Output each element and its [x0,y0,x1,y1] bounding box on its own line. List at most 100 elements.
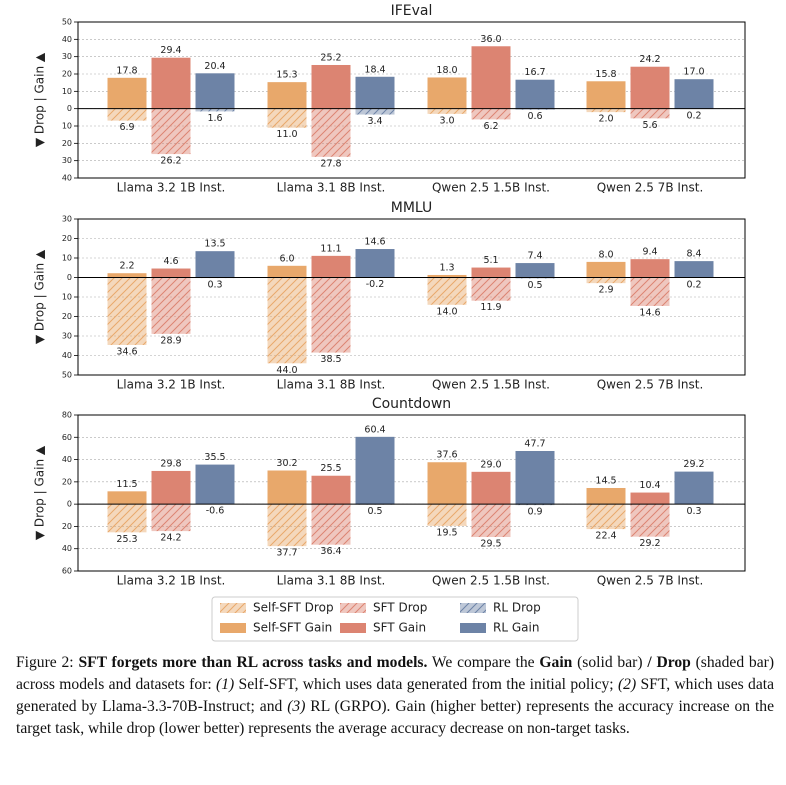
value-label: 7.4 [527,251,542,262]
y-axis-label: ▼ Drop | Gain ▲ [33,249,47,344]
value-label: 17.8 [116,65,137,76]
value-label: 29.2 [639,538,660,549]
legend-swatch [340,623,366,633]
y-tick-label: 0 [67,104,72,113]
value-label: 19.5 [436,527,457,538]
caption-run: SFT forgets more than RL across tasks an… [78,654,428,671]
value-label: 30.2 [276,458,297,469]
gain-bar [355,436,395,505]
value-label: -0.2 [366,279,385,290]
value-label: 24.2 [639,54,660,65]
value-label: 60.4 [364,424,385,435]
caption: Figure 2: SFT forgets more than RL acros… [16,652,774,740]
gain-bar [515,450,555,505]
drop-bar [630,277,670,306]
drop-bar [151,504,191,532]
y-tick-label: 80 [62,411,72,420]
drop-bar [195,108,235,112]
legend-label: SFT Drop [373,601,427,615]
value-label: 29.4 [160,45,181,56]
x-tick-label: Llama 3.1 8B Inst. [277,574,386,588]
y-tick-label: 10 [62,254,72,263]
caption-run: (solid bar) [572,654,648,671]
value-label: 0.6 [527,111,542,122]
caption-run: (2) [617,676,637,693]
caption-run: SFT, which uses data generated by Llama-… [16,676,774,715]
y-tick-label: 10 [62,293,72,302]
y-tick-label: 30 [62,332,72,341]
value-label: 34.6 [116,346,137,357]
x-tick-label: Qwen 2.5 7B Inst. [597,574,704,588]
value-label: 25.5 [320,463,341,474]
caption-run: Gain [539,654,573,671]
plot-frame [77,414,746,572]
y-tick-label: 50 [62,371,72,380]
value-label: 8.4 [686,249,701,260]
value-label: 0.2 [686,111,701,122]
gain-bar [586,261,626,278]
value-label: 11.5 [116,479,137,490]
gain-bar [195,73,235,109]
drop-bar [586,504,626,530]
y-tick-label: 40 [62,544,72,553]
value-label: 18.0 [436,65,457,76]
value-label: 2.2 [119,261,134,272]
y-tick-label: 60 [62,567,72,576]
value-label: 16.7 [524,67,545,78]
caption-run: (shaded bar) across models and datasets … [16,654,775,693]
value-label: 0.2 [686,279,701,290]
value-label: -0.6 [206,506,225,517]
legend-label: Self-SFT Drop [253,601,334,615]
drop-bar [630,108,670,119]
gain-bar [267,82,307,109]
y-axis-label: ▼ Drop | Gain ▲ [33,445,47,540]
y-tick-label: 0 [67,500,72,509]
drop-bar [515,504,555,506]
value-label: 9.4 [642,247,657,258]
value-label: 14.6 [364,237,385,248]
gain-bar [311,475,351,505]
value-label: 1.3 [439,262,454,273]
x-tick-label: Llama 3.2 1B Inst. [117,378,226,392]
value-label: 13.5 [204,239,225,250]
value-label: 15.8 [595,69,616,80]
drop-bar [107,108,147,121]
value-label: 3.4 [367,116,382,127]
gain-bar [515,263,555,278]
y-tick-label: 20 [62,70,72,79]
drop-bar [586,108,626,113]
value-label: 38.5 [320,354,341,365]
chart-title: Countdown [372,396,451,412]
x-tick-label: Llama 3.1 8B Inst. [277,181,386,195]
caption-run: (1) [216,676,235,693]
value-label: 6.2 [483,121,498,132]
drop-bar [107,504,147,533]
y-tick-label: 20 [62,522,72,531]
y-tick-label: 20 [62,234,72,243]
gain-bar [107,77,147,109]
value-label: 3.0 [439,115,454,126]
y-tick-label: 50 [62,18,72,27]
drop-bar [267,108,307,128]
value-label: 29.8 [160,458,181,469]
x-tick-label: Qwen 2.5 7B Inst. [597,181,704,195]
plot-frame [77,21,746,179]
gain-bar [630,259,670,278]
value-label: 37.7 [276,548,297,559]
gain-bar [151,57,191,109]
drop-bar [267,504,307,547]
legend-label: SFT Gain [373,621,426,635]
x-tick-label: Qwen 2.5 7B Inst. [597,378,704,392]
y-tick-label: 40 [62,351,72,360]
caption-run: Self-SFT, which uses data generated from… [234,676,618,693]
gain-bar [267,265,307,278]
gain-bar [471,471,511,505]
caption-run: RL (GRPO). Gain (higher better) represen… [16,698,774,737]
gain-bar [674,261,714,278]
drop-bar [355,108,395,115]
figure: IFEval ▼ Drop | Gain ▲ 50 40 30 20 10 0 10 20 30 40… [33,3,746,642]
x-tick-label: Qwen 2.5 1.5B Inst. [432,574,550,588]
x-tick-label: Qwen 2.5 1.5B Inst. [432,378,550,392]
value-label: 22.4 [595,531,616,542]
